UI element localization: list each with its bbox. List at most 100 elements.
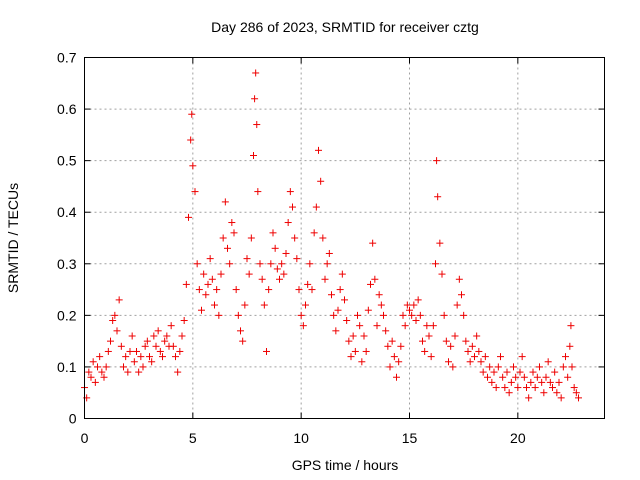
data-point	[325, 249, 333, 257]
data-point	[286, 188, 294, 196]
data-point	[403, 301, 411, 309]
y-axis-label: SRMTID / TECUs	[5, 183, 21, 293]
data-point	[419, 337, 426, 345]
data-point	[384, 342, 392, 350]
data-point	[113, 327, 121, 335]
y-tick-label: 0.2	[57, 307, 77, 323]
data-point	[373, 322, 381, 330]
y-tick-label: 0.1	[57, 359, 77, 375]
data-point	[102, 363, 110, 371]
data-point	[436, 239, 444, 247]
data-point	[501, 384, 509, 392]
data-point	[245, 270, 253, 278]
data-point	[408, 311, 416, 319]
data-point	[237, 327, 244, 335]
data-point	[488, 378, 496, 386]
data-point	[536, 363, 543, 371]
data-point	[195, 286, 203, 294]
y-tick-label: 0.6	[57, 101, 77, 117]
data-point	[364, 306, 372, 314]
data-point	[310, 229, 318, 237]
data-point	[208, 275, 216, 283]
data-point	[312, 203, 320, 211]
data-point	[497, 353, 504, 361]
data-point	[111, 311, 119, 319]
data-point	[458, 291, 465, 299]
data-point	[280, 270, 288, 278]
data-point	[308, 286, 316, 294]
data-point	[442, 337, 450, 345]
data-point	[239, 337, 247, 345]
data-point	[523, 384, 530, 392]
data-point	[330, 311, 338, 319]
data-point	[464, 347, 472, 355]
data-point	[494, 363, 502, 371]
data-point	[148, 358, 156, 366]
data-point	[397, 342, 405, 350]
data-point	[334, 306, 342, 314]
data-point	[85, 368, 93, 376]
data-point	[462, 337, 470, 345]
data-point	[188, 110, 196, 118]
data-point	[393, 373, 400, 381]
data-point	[224, 244, 231, 252]
data-point	[338, 270, 346, 278]
data-point	[356, 322, 364, 330]
data-point	[423, 322, 431, 330]
data-point	[570, 384, 578, 392]
data-point	[510, 363, 517, 371]
data-point	[98, 368, 106, 376]
data-point	[562, 353, 569, 361]
data-point	[215, 311, 223, 319]
data-points	[81, 69, 582, 402]
data-point	[156, 347, 164, 355]
data-point	[549, 384, 556, 392]
data-point	[525, 394, 533, 402]
data-point	[401, 322, 409, 330]
data-point	[460, 311, 468, 319]
data-point	[221, 198, 229, 206]
data-point	[445, 358, 452, 366]
data-point	[126, 347, 134, 355]
data-point	[202, 291, 210, 299]
data-point	[187, 136, 195, 144]
data-point	[358, 358, 366, 366]
x-tick-label: 15	[402, 430, 418, 446]
data-point	[122, 353, 130, 361]
data-point	[410, 301, 418, 309]
data-point	[362, 347, 370, 355]
data-point	[100, 373, 108, 381]
data-point	[425, 332, 433, 340]
data-point	[159, 353, 166, 361]
data-point	[414, 296, 422, 304]
data-point	[198, 306, 205, 314]
data-point	[514, 384, 522, 392]
data-point	[390, 353, 398, 361]
data-point	[492, 384, 500, 392]
x-tick-label: 0	[81, 430, 89, 446]
data-point	[447, 342, 455, 350]
data-point	[520, 373, 528, 381]
data-point	[484, 373, 491, 381]
data-point	[120, 363, 127, 371]
data-point	[263, 347, 270, 355]
data-point	[540, 389, 548, 397]
data-point	[343, 317, 351, 325]
data-point	[449, 363, 457, 371]
data-point	[332, 327, 340, 335]
data-point	[516, 368, 524, 376]
data-point	[295, 286, 303, 294]
data-point	[273, 265, 281, 273]
x-axis-label: GPS time / hours	[292, 457, 399, 473]
x-tick-label: 5	[189, 430, 197, 446]
data-point	[354, 311, 361, 319]
data-point	[291, 234, 299, 242]
data-point	[388, 337, 396, 345]
data-point	[204, 280, 212, 288]
data-point	[284, 219, 292, 227]
data-point	[529, 368, 537, 376]
data-point	[490, 368, 498, 376]
data-point	[557, 394, 565, 402]
data-point	[386, 363, 394, 371]
data-point	[399, 311, 407, 319]
